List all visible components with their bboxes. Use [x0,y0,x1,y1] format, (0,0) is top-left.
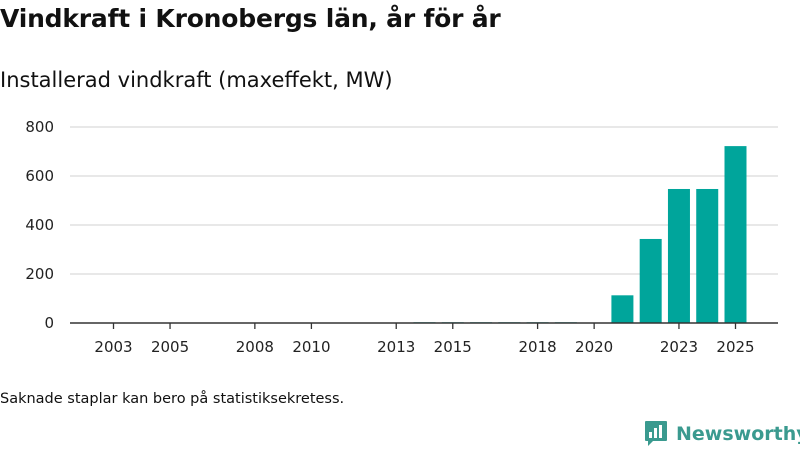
x-tick-label: 2023 [660,338,698,356]
x-tick-label: 2005 [151,338,189,356]
newsworthy-logo: Newsworthy [644,420,800,448]
footnote: Saknade staplar kan bero på statistiksek… [0,391,345,407]
newsworthy-logo-icon [645,421,667,446]
bar-2024 [696,188,719,323]
x-tick-label: 2015 [434,338,472,356]
bar-2022 [639,238,662,323]
x-tick-label: 2003 [94,338,132,356]
bar-2021 [611,295,634,323]
bars [413,146,747,323]
x-tick-label: 2025 [716,338,754,356]
bar-2023 [667,188,690,323]
y-tick-label: 200 [25,265,54,283]
x-tick-label: 2020 [575,338,613,356]
y-tick-label: 800 [25,118,54,136]
x-tick-label: 2010 [292,338,330,356]
axes: 0 200 400 600 800 2003 2005 2008 2010 2013 2015 201… [25,118,778,356]
y-tick-label: 400 [25,216,54,234]
bar-chart: 0 200 400 600 800 2003 2005 2008 2010 2013 2015 201… [25,118,778,356]
y-tick-label: 600 [25,167,54,185]
x-tick-label: 2018 [518,338,556,356]
chart-subtitle: Installerad vindkraft (maxeffekt, MW) [0,68,393,92]
chart-title: Vindkraft i Kronobergs län, år för år [0,4,501,33]
brand-name: Newsworthy [676,423,800,445]
x-tick-label: 2008 [236,338,274,356]
y-tick-label: 0 [44,314,54,332]
x-tick-label: 2013 [377,338,415,356]
bar-2025 [724,146,747,323]
